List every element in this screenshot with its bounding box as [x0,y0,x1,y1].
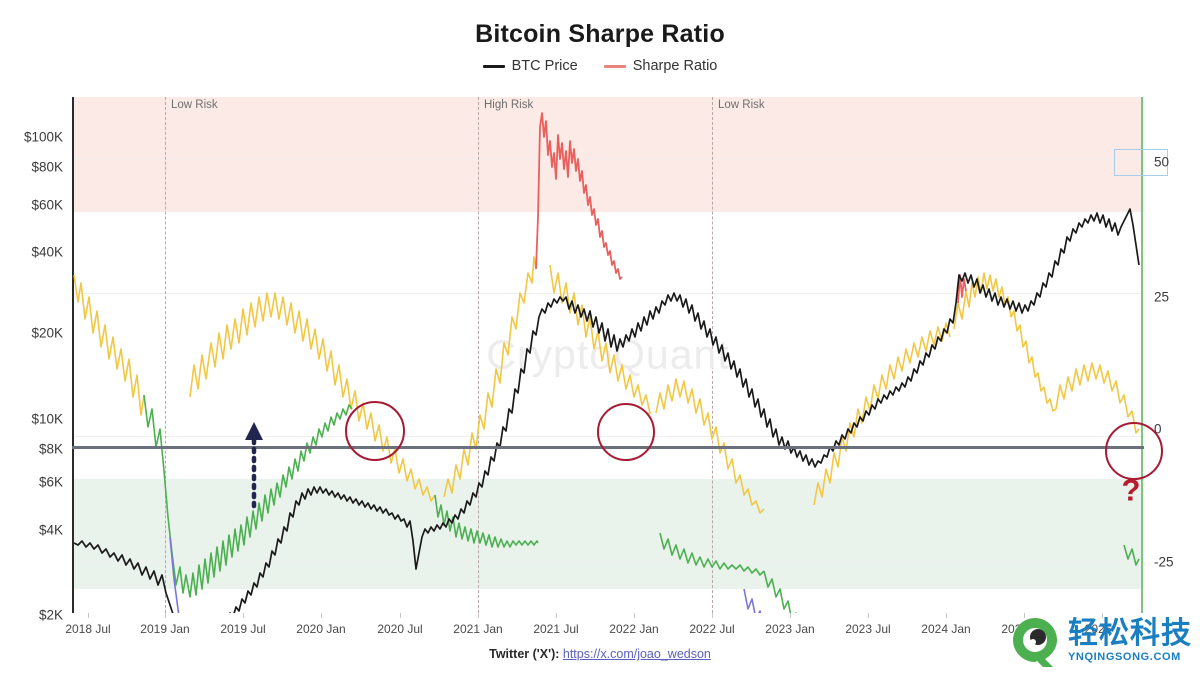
x-tick-label: 2020 Jul [377,622,423,636]
x-tick-label: 2019 Jul [220,622,266,636]
low-risk-circle-1 [345,401,405,461]
logo-text: 轻松科技 YNQINGSONG.COM [1068,619,1192,663]
footer-link[interactable]: https://x.com/joao_wedson [562,647,711,661]
legend-label-sharpe-ratio: Sharpe Ratio [632,58,718,74]
x-tick-mark [243,613,244,618]
y-axis-left-spine [72,97,74,613]
btc-price-series [73,208,1140,613]
x-tick-mark [634,613,635,618]
question-mark-annotation: ? [1121,472,1141,508]
sharpe-series-elevated [73,256,1140,514]
x-tick-label: 2024 Jan [921,622,971,636]
page-title: Bitcoin Sharpe Ratio [475,20,725,48]
x-tick-mark [1024,613,1025,618]
up-arrow-annotation [244,418,264,509]
gridline [72,561,1144,562]
y-tick-left: $20K [31,325,63,341]
y-tick-right: 0 [1154,421,1162,437]
logo-eye-icon [1013,618,1057,667]
marker-line-high-risk: High Risk [478,97,533,613]
y-tick-left: $100K [23,129,63,145]
selection-box[interactable] [1114,149,1168,176]
marker-label-high-risk: High Risk [484,99,534,111]
site-logo: 轻松科技 YNQINGSONG.COM [1009,615,1192,667]
up-arrow-icon [245,422,263,509]
x-tick-mark [165,613,166,618]
chart-legend: BTC Price Sharpe Ratio [0,58,1200,74]
x-tick-label: 2018 Jul [65,622,111,636]
x-tick-mark [400,613,401,618]
x-tick-mark [712,613,713,618]
low-risk-circle-2 [597,403,655,461]
x-tick-mark [868,613,869,618]
logo-domain-text: YNQINGSONG.COM [1068,651,1181,663]
x-tick-label: 2019 Jan [140,622,190,636]
x-tick-label: 2025 [1084,622,1112,636]
y-tick-right: 50 [1154,154,1170,170]
x-tick-label: 2021 Jan [453,622,503,636]
x-tick-mark [321,613,322,618]
footer-credit: Twitter ('X'): https://x.com/joao_wedson [0,647,1200,661]
marker-label-low-risk-1: Low Risk [171,99,218,111]
y-tick-left: $8K [38,441,63,457]
y-tick-left: $4K [38,522,63,538]
marker-label-low-risk-2: Low Risk [718,99,765,111]
y-tick-left: $6K [38,474,63,490]
x-tick-label: 2022 Jul [689,622,735,636]
current-date-line [1141,97,1143,613]
x-tick-label: 2023 Jan [765,622,815,636]
y-tick-right: -25 [1154,554,1174,570]
marker-line-low-risk-2: Low Risk [712,97,765,613]
low-risk-circle-3 [1105,422,1163,480]
logo-cn-text: 轻松科技 [1068,617,1192,650]
x-tick-mark [88,613,89,618]
gridline [72,293,1144,294]
x-tick-mark [790,613,791,618]
y-tick-right: 25 [1154,289,1170,305]
x-tick-mark [556,613,557,618]
legend-label-btc-price: BTC Price [511,58,578,74]
sharpe-series-extreme-low [169,536,762,613]
series-canvas [72,97,1144,613]
x-tick-mark [478,613,479,618]
x-tick-label: 2020 Jan [296,622,346,636]
y-tick-left: $80K [31,159,63,175]
y-tick-left: $60K [31,197,63,213]
legend-item-btc-price[interactable]: BTC Price [482,58,578,74]
legend-swatch-sharpe-ratio [603,64,626,68]
x-tick-label: 2023 Jul [845,622,891,636]
y-tick-left: $2K [38,607,63,623]
sharpe-series-overheated [535,112,967,304]
y-tick-left: $40K [31,244,63,260]
y-tick-left: $10K [31,411,63,427]
x-tick-mark [946,613,947,618]
x-tick-label: 2021 Jul [533,622,579,636]
marker-line-low-risk-1: Low Risk [165,97,218,613]
legend-item-sharpe-ratio[interactable]: Sharpe Ratio [603,58,718,74]
x-tick-label: 2022 Jan [609,622,659,636]
gridline [72,158,1144,159]
x-tick-mark [1102,613,1103,618]
legend-swatch-btc-price [482,64,505,68]
footer-prefix: Twitter ('X'): [489,647,563,661]
plot-area[interactable]: Low Risk High Risk Low Risk CryptoQuant [24,97,1174,636]
series-svg [73,112,1140,613]
high-risk-band [72,97,1144,212]
